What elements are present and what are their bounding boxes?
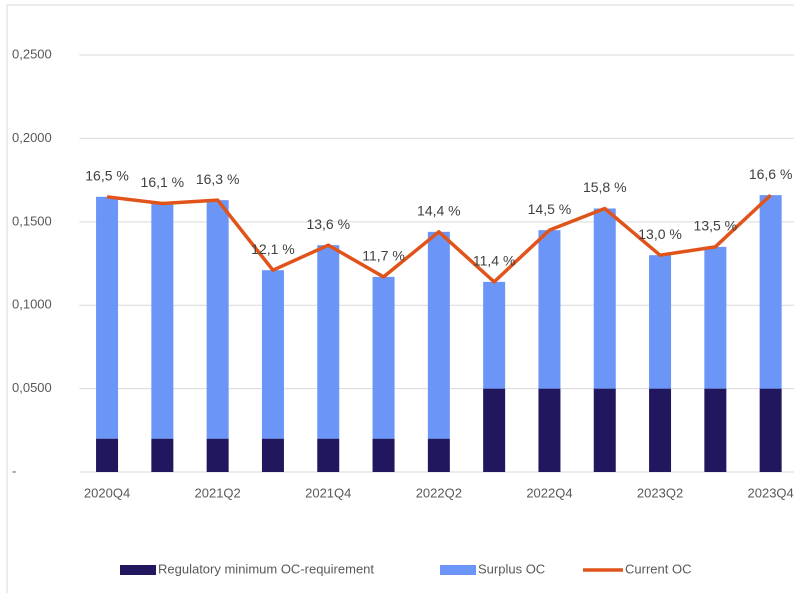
bar <box>593 388 616 472</box>
bar <box>96 196 119 439</box>
x-tick-label: 2021Q4 <box>305 485 351 500</box>
bar <box>538 388 561 472</box>
bar <box>593 208 616 389</box>
bar <box>317 245 340 439</box>
data-label: 16,5 % <box>85 168 129 184</box>
bar <box>704 388 727 472</box>
bar <box>151 203 174 439</box>
data-label: 14,5 % <box>528 201 572 217</box>
data-label: 13,0 % <box>638 226 682 242</box>
bar <box>206 200 229 439</box>
bar <box>372 276 395 439</box>
bar <box>759 388 782 472</box>
data-label: 16,6 % <box>749 166 793 182</box>
bar <box>151 438 174 472</box>
data-label: 16,3 % <box>196 171 240 187</box>
bar <box>372 438 395 472</box>
line <box>106 193 772 284</box>
y-tick-label: 0,2500 <box>12 46 52 61</box>
bar <box>427 231 450 439</box>
data-label: 14,4 % <box>417 203 461 219</box>
legend-swatch <box>440 565 476 575</box>
legend-swatch <box>120 565 156 575</box>
legend-label: Regulatory minimum OC-requirement <box>158 561 374 576</box>
y-tick-label: 0,0500 <box>12 380 52 395</box>
bar <box>649 388 672 472</box>
data-label: 15,8 % <box>583 179 627 195</box>
data-label: 12,1 % <box>251 241 295 257</box>
data-label: 11,4 % <box>473 253 516 269</box>
bar <box>317 438 340 472</box>
y-tick-label: - <box>12 463 16 478</box>
y-tick-label: 0,1000 <box>12 297 52 312</box>
bar <box>759 195 782 389</box>
bar <box>427 438 450 472</box>
data-label: 13,6 % <box>306 216 350 232</box>
x-tick-label: 2023Q4 <box>748 485 794 500</box>
x-tick-label: 2021Q2 <box>195 485 241 500</box>
legend-label: Surplus OC <box>478 561 545 576</box>
x-tick-label: 2022Q4 <box>526 485 572 500</box>
bar <box>649 255 672 389</box>
bar <box>206 438 229 472</box>
bar <box>96 438 119 472</box>
data-label: 16,1 % <box>141 174 185 190</box>
bar <box>483 388 506 472</box>
legend-label: Current OC <box>625 561 691 576</box>
x-tick-label: 2022Q2 <box>416 485 462 500</box>
bar <box>538 230 561 389</box>
bar <box>261 438 284 472</box>
y-tick-label: 0,2000 <box>12 130 52 145</box>
x-tick-label: 2020Q4 <box>84 485 130 500</box>
bar <box>704 246 727 389</box>
data-label: 13,5 % <box>694 218 738 234</box>
bar <box>261 270 284 439</box>
x-tick-label: 2023Q2 <box>637 485 683 500</box>
y-tick-label: 0,1500 <box>12 213 52 228</box>
bar <box>483 281 506 389</box>
data-label: 11,7 % <box>362 248 405 264</box>
